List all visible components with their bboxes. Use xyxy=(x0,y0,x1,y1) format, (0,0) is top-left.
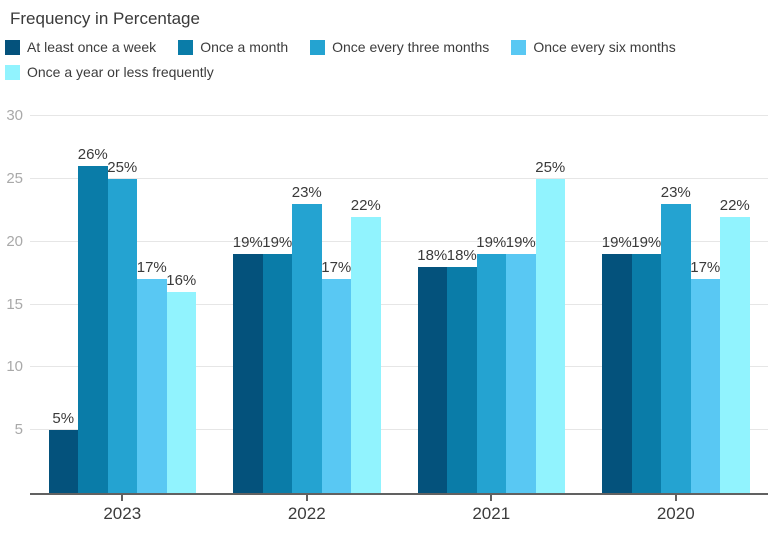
plot-area: 5 10 15 20 25 30 5% 26% 25% 17% 16% 19% 19% 23% 17% 22… xyxy=(6,108,768,523)
gridline xyxy=(30,115,768,116)
bar-value-label: 22% xyxy=(719,196,750,214)
bar-value-label: 22% xyxy=(350,196,381,214)
bar-value-label: 19% xyxy=(232,234,263,252)
y-tick-label: 30 xyxy=(6,107,23,124)
x-axis-label: 2023 xyxy=(103,504,142,523)
bar: 23% xyxy=(661,184,691,493)
y-tick-label: 10 xyxy=(6,358,23,376)
bar: 19% xyxy=(233,234,263,493)
gridline xyxy=(30,429,768,431)
bar-value-label: 16% xyxy=(166,271,197,289)
bar-value-label: 19% xyxy=(505,234,536,252)
legend-item-label: Once every six months xyxy=(533,39,676,55)
bar-groups: 5% 26% 25% 17% 16% 19% 19% 23% 17% 22% 18% 18% 19% 19… xyxy=(30,116,768,493)
gridline xyxy=(30,366,768,368)
bar-value-label: 19% xyxy=(631,234,662,252)
bar: 23% xyxy=(292,184,322,493)
bar-value-label: 23% xyxy=(660,183,691,201)
bar-value-label: 25% xyxy=(107,158,138,176)
x-axis-label: 2020 xyxy=(656,504,695,523)
gridline xyxy=(30,177,768,179)
bar-group-2021: 18% 18% 19% 19% 25% xyxy=(399,116,584,493)
bar: 18% xyxy=(447,247,477,493)
bar: 25% xyxy=(535,159,565,493)
bar-value-label: 19% xyxy=(476,234,507,252)
legend-item-3: Once every six months xyxy=(511,39,676,55)
bar-value-label: 17% xyxy=(690,259,721,277)
bar: 17% xyxy=(690,259,720,493)
bar-value-label: 19% xyxy=(601,234,632,252)
bar-value-label: 25% xyxy=(535,158,566,176)
legend-item-4: Once a year or less frequently xyxy=(5,64,214,80)
bar: 25% xyxy=(107,159,137,493)
bar: 18% xyxy=(417,247,447,493)
bar-value-label: 17% xyxy=(136,259,167,277)
y-tick-label: 15 xyxy=(6,295,23,313)
bar: 22% xyxy=(351,197,381,493)
x-axis-tick xyxy=(674,495,677,501)
x-axis-tick xyxy=(305,495,308,501)
bar-group-2023: 5% 26% 25% 17% 16% xyxy=(30,116,215,493)
bar: 19% xyxy=(506,234,536,493)
bar: 5% xyxy=(48,410,78,493)
bar: 16% xyxy=(166,272,196,493)
x-axis-tick xyxy=(490,495,493,501)
x-axis-label: 2022 xyxy=(287,504,326,523)
bar: 17% xyxy=(321,259,351,493)
legend-item-2: Once every three months xyxy=(310,39,489,55)
bar-value-label: 26% xyxy=(77,146,108,164)
legend-item-label: Once every three months xyxy=(332,39,490,55)
y-tick-label: 25 xyxy=(6,169,23,187)
legend-item-0: At least once a week xyxy=(5,39,156,55)
legend-item-1: Once a month xyxy=(178,39,288,55)
gridline xyxy=(30,240,768,242)
legend-item-label: Once a year or less frequently xyxy=(27,64,214,80)
bar: 19% xyxy=(602,234,632,493)
legend-item-label: Once a month xyxy=(200,39,289,55)
x-axis-line xyxy=(30,493,768,495)
bar: 19% xyxy=(476,234,506,493)
bar: 19% xyxy=(262,234,292,493)
bar-value-label: 19% xyxy=(262,234,293,252)
x-axis-label: 2021 xyxy=(472,504,511,523)
y-tick-label: 5 xyxy=(14,421,23,439)
legend-swatch xyxy=(178,39,194,55)
bar-group-2020: 19% 19% 23% 17% 22% xyxy=(584,116,768,493)
bar-value-label: 18% xyxy=(446,246,477,264)
x-axis-tick xyxy=(121,495,124,501)
gridline xyxy=(30,303,768,305)
legend-swatch xyxy=(5,64,20,80)
bar-value-label: 17% xyxy=(321,259,352,277)
legend-swatch xyxy=(511,39,527,55)
legend-swatch xyxy=(5,39,20,55)
bar-value-label: 23% xyxy=(291,183,322,201)
bar: 19% xyxy=(631,234,661,493)
bar-group-2022: 19% 19% 23% 17% 22% xyxy=(215,116,400,493)
bar-value-label: 5% xyxy=(52,410,75,428)
bar: 17% xyxy=(137,259,167,493)
legend-swatch xyxy=(310,39,326,55)
legend: At least once a week Once a month Once eve… xyxy=(5,39,763,80)
legend-item-label: At least once a week xyxy=(27,39,157,55)
bar-value-label: 18% xyxy=(417,246,448,264)
chart-title: Frequency in Percentage xyxy=(10,9,200,28)
bar: 26% xyxy=(78,146,108,493)
y-tick-label: 20 xyxy=(6,232,23,250)
bar: 22% xyxy=(720,197,750,493)
